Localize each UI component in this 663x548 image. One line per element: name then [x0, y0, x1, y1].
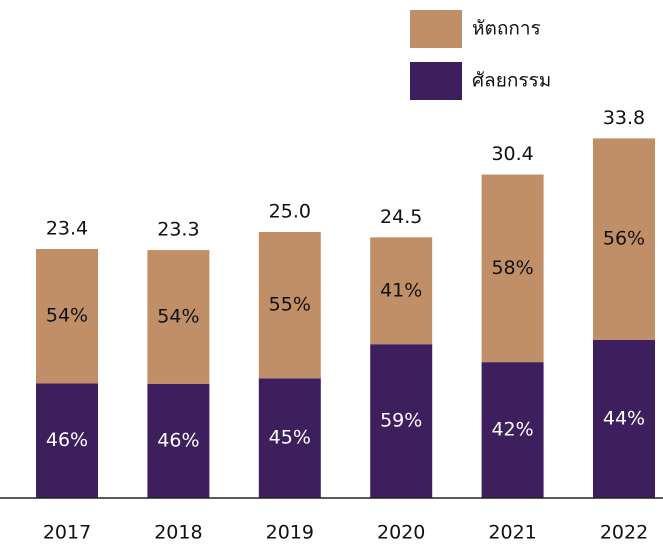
bar-segment	[593, 138, 655, 340]
segment-label: 59%	[380, 410, 422, 432]
segment-label: 58%	[491, 257, 533, 279]
bar-segment	[481, 174, 544, 363]
bar-segment	[370, 344, 433, 498]
x-tick-label: 2017	[43, 522, 91, 544]
total-label: 23.4	[46, 218, 88, 240]
segment-label: 41%	[380, 279, 422, 301]
x-tick-label: 2021	[488, 522, 536, 544]
bar-segment	[370, 237, 433, 345]
segment-label: 54%	[46, 305, 88, 327]
x-tick-label: 2019	[266, 522, 314, 544]
bar-segment	[593, 339, 655, 498]
bar-segment	[258, 378, 321, 498]
bar-segment	[147, 383, 210, 498]
x-tick-label: 2020	[377, 522, 425, 544]
legend-label: ศัลยกรรม	[472, 70, 551, 92]
x-tick-label: 2022	[600, 522, 648, 544]
legend-swatch	[410, 62, 462, 100]
bar-segment	[147, 250, 210, 384]
legend-label: หัตถการ	[472, 18, 541, 40]
legend-swatch	[410, 10, 462, 48]
segment-label: 46%	[157, 429, 199, 451]
bar-segment	[36, 383, 98, 498]
segment-label: 45%	[269, 427, 311, 449]
segment-label: 55%	[269, 294, 311, 316]
bar-segment	[258, 232, 321, 379]
segment-label: 44%	[603, 407, 645, 429]
total-label: 23.3	[157, 219, 199, 241]
total-label: 33.8	[603, 107, 645, 129]
segment-label: 46%	[46, 429, 88, 451]
segment-label: 56%	[603, 228, 645, 250]
segment-label: 54%	[157, 306, 199, 328]
x-tick-label: 2018	[154, 522, 202, 544]
total-label: 25.0	[269, 201, 311, 223]
total-label: 30.4	[491, 143, 533, 165]
bar-segment	[36, 249, 98, 384]
total-label: 24.5	[380, 206, 422, 228]
bar-segment	[481, 362, 544, 498]
segment-label: 42%	[491, 419, 533, 441]
